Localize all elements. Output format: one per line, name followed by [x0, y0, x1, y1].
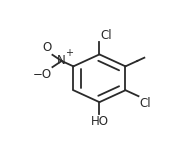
Text: HO: HO — [90, 115, 108, 128]
Text: Cl: Cl — [139, 97, 151, 110]
Text: Cl: Cl — [100, 29, 112, 42]
Text: N: N — [57, 54, 66, 67]
Text: +: + — [65, 48, 73, 58]
Text: O: O — [42, 41, 52, 54]
Text: −O: −O — [33, 68, 52, 81]
